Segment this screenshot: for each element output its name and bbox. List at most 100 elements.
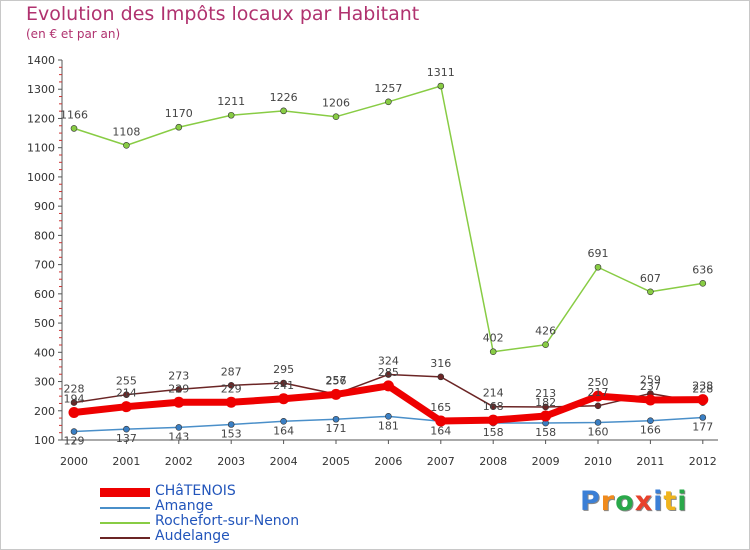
data-label: 213 <box>535 387 556 400</box>
data-point <box>175 386 183 393</box>
data-point <box>120 401 132 413</box>
data-label: 228 <box>64 383 85 396</box>
data-point <box>280 107 287 115</box>
logo-letter: i <box>653 486 664 517</box>
x-tick-label: 2006 <box>374 455 402 468</box>
x-tick-label: 2012 <box>689 455 717 468</box>
logo-letter: x <box>634 486 654 517</box>
data-label: 129 <box>64 435 85 448</box>
data-point <box>280 417 287 425</box>
data-point <box>699 280 707 287</box>
y-tick-label: 1100 <box>27 142 55 155</box>
y-tick-label: 800 <box>34 229 55 242</box>
data-label: 229 <box>168 382 189 395</box>
data-point <box>437 373 445 381</box>
data-label: 402 <box>483 332 504 345</box>
legend-swatch <box>100 537 150 539</box>
data-point <box>280 379 287 387</box>
data-point <box>173 396 185 408</box>
y-tick-label: 300 <box>34 376 55 389</box>
data-point <box>227 382 235 389</box>
data-label: 165 <box>430 401 451 414</box>
data-point <box>592 390 604 402</box>
chart-subtitle: (en € et par an) <box>26 27 121 41</box>
data-label: 217 <box>588 386 609 399</box>
data-label: 1226 <box>270 91 298 104</box>
data-labels: 1166 1108 1170 1211 1226 1206 1257 1311 402 426 69… <box>60 66 713 448</box>
data-label: 1257 <box>374 82 402 95</box>
data-label: 324 <box>378 355 399 368</box>
data-point <box>489 403 497 410</box>
data-label: 137 <box>116 432 137 445</box>
data-point <box>123 391 130 398</box>
data-point <box>70 399 78 406</box>
y-tick-label: 1200 <box>27 112 55 125</box>
data-point <box>227 111 235 119</box>
y-tick-label: 600 <box>34 288 55 301</box>
data-label: 257 <box>326 374 347 387</box>
data-label: 177 <box>692 420 713 433</box>
data-point <box>330 388 342 400</box>
y-tick-label: 700 <box>34 259 55 272</box>
y-tick-label: 100 <box>34 434 55 447</box>
data-label: 636 <box>692 263 713 276</box>
data-point <box>594 419 602 426</box>
x-tick-label: 2008 <box>479 455 507 468</box>
data-label: 1211 <box>217 95 245 108</box>
data-label: 194 <box>64 393 85 406</box>
data-label: 1108 <box>112 125 140 138</box>
x-tick-label: 2007 <box>427 455 455 468</box>
data-point <box>697 394 709 406</box>
data-label: 250 <box>588 376 609 389</box>
data-label: 158 <box>483 426 504 439</box>
legend-swatch <box>100 507 150 509</box>
data-label: 237 <box>640 380 661 393</box>
data-point <box>70 125 78 132</box>
logo-letter: r <box>600 486 616 517</box>
data-label: 1170 <box>165 107 193 120</box>
y-tick-label: 1400 <box>27 54 55 67</box>
data-point <box>227 421 235 428</box>
y-tick-label: 200 <box>34 405 55 418</box>
data-label: 214 <box>116 387 137 400</box>
data-label: 255 <box>116 375 137 388</box>
logo-letter: t <box>663 486 678 517</box>
data-label: 214 <box>483 387 504 400</box>
data-point <box>644 394 656 406</box>
data-point <box>594 402 602 410</box>
legend-label: Audelange <box>155 528 230 544</box>
x-tick-label: 2003 <box>217 455 245 468</box>
data-point <box>542 341 549 349</box>
y-tick-label: 1300 <box>27 83 55 96</box>
data-point <box>435 415 447 427</box>
logo-letter: o <box>615 486 635 517</box>
data-label: 241 <box>273 379 294 392</box>
data-label: 160 <box>588 425 609 438</box>
data-point <box>437 82 445 90</box>
data-label: 158 <box>535 426 556 439</box>
data-point <box>68 407 80 419</box>
data-point <box>487 414 499 426</box>
logo-letter: P <box>580 486 601 517</box>
y-tick-label: 400 <box>34 346 55 359</box>
data-label: 426 <box>535 325 556 338</box>
data-point <box>385 98 392 106</box>
data-point <box>647 288 654 296</box>
x-tick-label: 2004 <box>270 455 298 468</box>
logo-letter: i <box>677 486 688 517</box>
data-point <box>489 348 497 356</box>
legend-label: CHâTENOIS <box>155 483 236 499</box>
proxiti-logo: Proxiti <box>580 486 688 517</box>
y-tick-label: 500 <box>34 317 55 330</box>
data-point <box>385 371 392 378</box>
x-tick-label: 2010 <box>584 455 612 468</box>
data-label: 1166 <box>60 108 88 121</box>
chart-axes: 100 200 300 400 500 600 700 800 900 1000 1100 1200 1… <box>27 54 718 468</box>
data-label: 181 <box>378 419 399 432</box>
data-point <box>382 380 394 392</box>
legend-swatch <box>100 488 150 497</box>
legend-label: Rochefort-sur-Nenon <box>155 513 300 529</box>
data-label: 607 <box>640 272 661 285</box>
